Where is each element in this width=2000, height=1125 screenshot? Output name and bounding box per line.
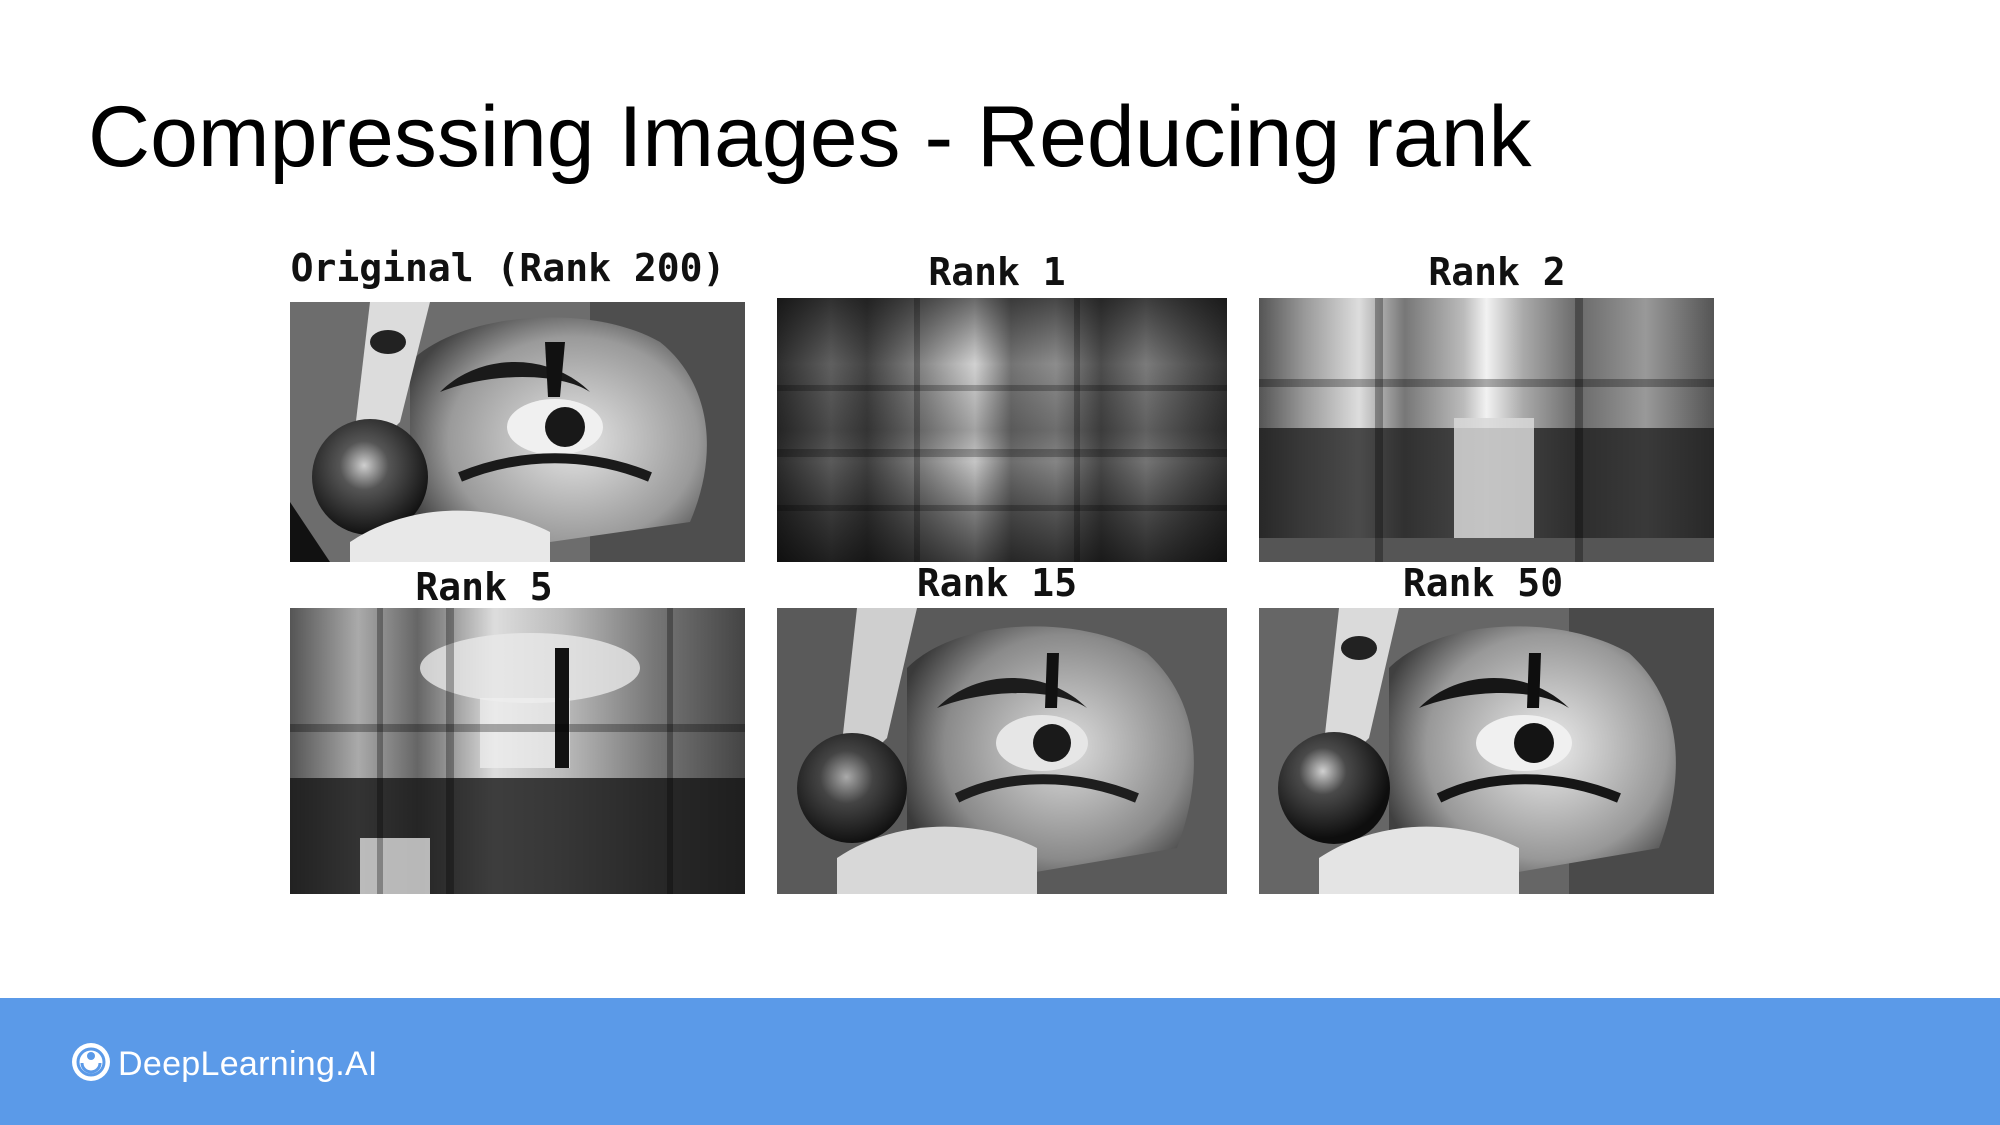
image-rank-5 bbox=[290, 608, 745, 894]
brand-logo: DeepLearning.AI bbox=[70, 1041, 378, 1088]
image-original bbox=[290, 302, 745, 562]
caption-rank-15: Rank 15 bbox=[916, 561, 1078, 605]
caption-rank-1: Rank 1 bbox=[928, 250, 1066, 294]
slide-title: Compressing Images - Reducing rank bbox=[88, 89, 1532, 185]
image-rank-2 bbox=[1259, 298, 1714, 562]
caption-original: Original (Rank 200) bbox=[290, 246, 726, 290]
footer-bar bbox=[0, 998, 2000, 1125]
caption-rank-50: Rank 50 bbox=[1402, 561, 1564, 605]
image-rank-50 bbox=[1259, 608, 1714, 894]
caption-rank-5: Rank 5 bbox=[415, 565, 553, 609]
brand-name: DeepLearning.AI bbox=[118, 1045, 378, 1083]
image-rank-1 bbox=[777, 298, 1227, 562]
image-rank-15 bbox=[777, 608, 1227, 894]
caption-rank-2: Rank 2 bbox=[1428, 250, 1566, 294]
deeplearning-logo-icon bbox=[70, 1041, 112, 1088]
